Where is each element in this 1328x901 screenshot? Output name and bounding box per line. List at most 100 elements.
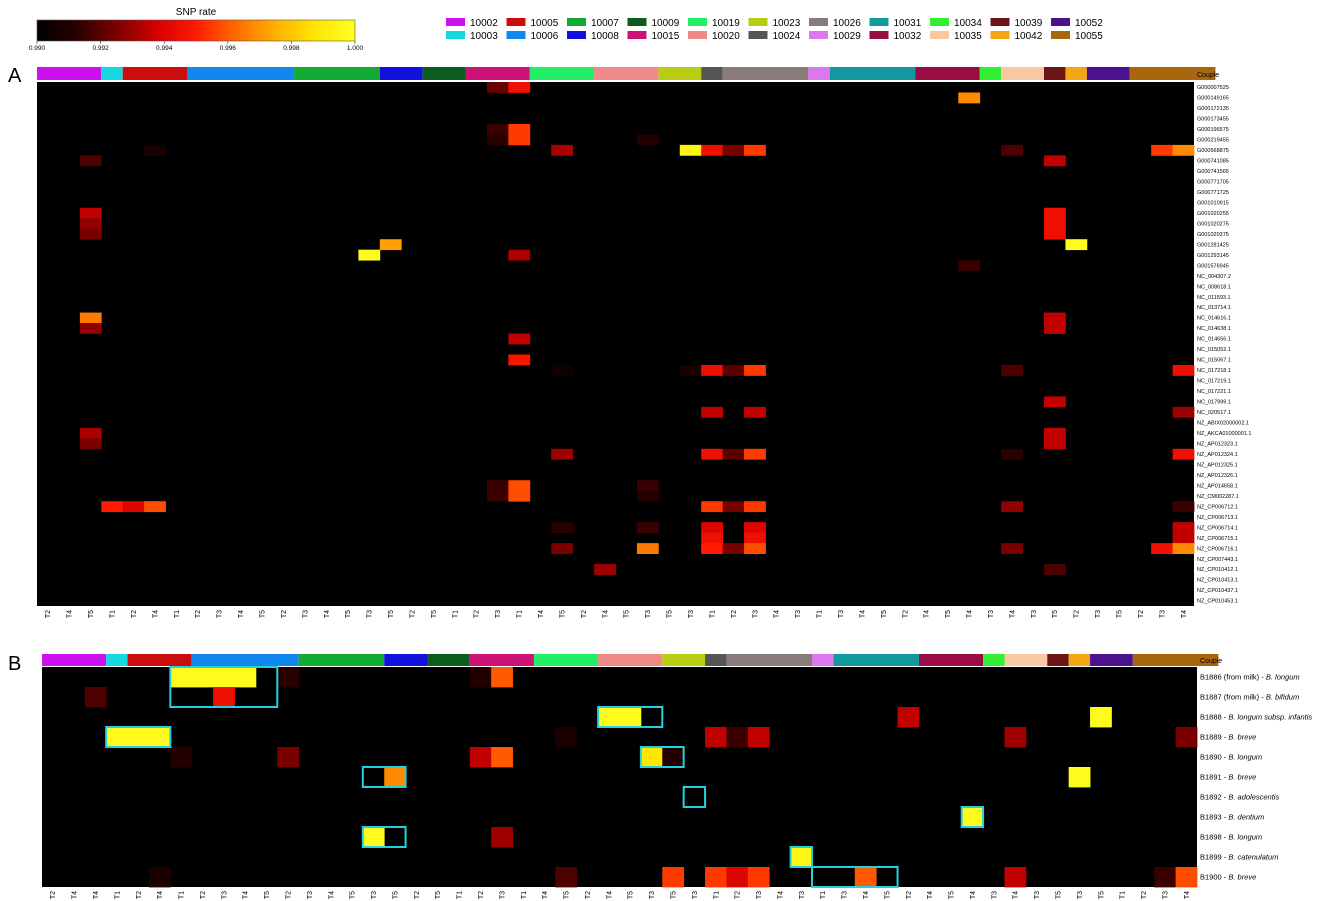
x-tick-label: T5 bbox=[628, 891, 635, 899]
row-code: B1898 - bbox=[1200, 833, 1228, 842]
y-tick-label: NZ_AP012326.1 bbox=[1197, 473, 1238, 479]
couple-annotation-bar bbox=[594, 67, 659, 80]
x-tick-label: T1 bbox=[521, 891, 528, 899]
x-tick-label: T3 bbox=[495, 610, 502, 618]
heatmap-cell bbox=[170, 667, 193, 688]
heatmap-cell bbox=[508, 333, 531, 345]
couple-annotation-bar bbox=[422, 67, 466, 80]
x-tick-label: T4 bbox=[777, 891, 784, 899]
legend-label: 10039 bbox=[1015, 18, 1043, 29]
x-tick-label: T3 bbox=[1095, 610, 1102, 618]
heatmap-background bbox=[37, 82, 1194, 606]
x-tick-label: T1 bbox=[179, 891, 186, 899]
row-species: B. adolescentis bbox=[1228, 793, 1279, 802]
y-tick-label: NZ_AP014658.1 bbox=[1197, 483, 1238, 489]
heatmap-cell bbox=[744, 448, 766, 460]
x-tick-label: T3 bbox=[1034, 891, 1041, 899]
legend-swatch bbox=[506, 31, 526, 39]
y-tick-label: NC_008618.1 bbox=[1197, 284, 1231, 290]
y-tick-label: NZ_CM002287.1 bbox=[1197, 494, 1239, 500]
x-tick-label: T4 bbox=[1009, 610, 1016, 618]
x-tick-label: T3 bbox=[302, 610, 309, 618]
x-tick-label: T4 bbox=[863, 891, 870, 899]
heatmap-cell bbox=[747, 727, 770, 748]
couple-annotation-bar bbox=[1065, 67, 1087, 80]
heatmap-cell bbox=[744, 543, 766, 554]
x-tick-label: T2 bbox=[281, 610, 288, 618]
legend-swatch bbox=[748, 18, 768, 26]
legend-label: 10024 bbox=[773, 31, 801, 42]
y-tick-label: B1887 (from milk) - B. bifidum bbox=[1200, 693, 1299, 702]
heatmap-cell bbox=[551, 543, 574, 554]
heatmap-cell bbox=[144, 501, 166, 513]
y-tick-label: B1889 - B. breve bbox=[1200, 733, 1256, 742]
legend-swatch bbox=[930, 18, 949, 26]
panel-b: B Couple T2 T4 T4 T1 T2 T4 T1 T2 T3 T4 T5 T2 T3 T4 T5 T3 T… bbox=[8, 653, 1312, 899]
x-tick-label: T5 bbox=[559, 610, 566, 618]
couple-annotation-bar bbox=[983, 654, 1005, 666]
y-tick-label: NC_017999.1 bbox=[1197, 400, 1231, 406]
x-tick-label: T3 bbox=[991, 891, 998, 899]
x-tick-label: T5 bbox=[1117, 610, 1124, 618]
legend-swatch bbox=[446, 18, 465, 26]
row-species: B. longum subsp. infantis bbox=[1228, 713, 1312, 722]
x-tick-label: T3 bbox=[217, 610, 224, 618]
x-tick-label: T2 bbox=[731, 610, 738, 618]
heatmap-cell bbox=[1001, 543, 1023, 554]
heatmap-cell bbox=[277, 667, 300, 688]
heatmap-cell bbox=[1044, 228, 1066, 240]
x-tick-label: T4 bbox=[1181, 610, 1188, 618]
y-tick-label: G001281425 bbox=[1197, 242, 1229, 248]
heatmap-cell bbox=[191, 667, 214, 688]
x-tick-label: T2 bbox=[474, 610, 481, 618]
heatmap-cell bbox=[701, 501, 724, 513]
highlight-box bbox=[361, 766, 407, 788]
x-tick-label: T4 bbox=[152, 610, 159, 618]
x-tick-label: T4 bbox=[328, 891, 335, 899]
heatmap-cell bbox=[486, 490, 509, 502]
x-tick-label: T2 bbox=[136, 891, 143, 899]
x-tick-label: T4 bbox=[924, 610, 931, 618]
couple-annotation-bar bbox=[1047, 654, 1069, 666]
heatmap-cell bbox=[640, 747, 663, 768]
heatmap-cell bbox=[1151, 144, 1173, 156]
heatmap-cell bbox=[213, 687, 235, 708]
y-tick-label: NZ_CP010437.1 bbox=[1197, 588, 1238, 594]
legend-label: 10003 bbox=[470, 31, 498, 42]
heatmap-cell bbox=[744, 406, 766, 418]
x-tick-label: T2 bbox=[735, 891, 742, 899]
y-tick-label: G001576945 bbox=[1197, 263, 1229, 269]
heatmap-cell bbox=[897, 707, 920, 728]
legend-label: 10026 bbox=[833, 18, 861, 29]
legend-swatch bbox=[567, 18, 586, 26]
colorbar-tick-label: 0.990 bbox=[29, 45, 46, 52]
legend-swatch bbox=[1051, 31, 1070, 39]
heatmap-cell bbox=[508, 123, 531, 135]
x-tick-label: T5 bbox=[259, 610, 266, 618]
heatmap-cell bbox=[1172, 522, 1195, 534]
couple-annotation-bar bbox=[598, 654, 663, 666]
legend-swatch bbox=[506, 18, 526, 26]
couple-annotation-bar bbox=[465, 67, 530, 80]
x-tick-label: T1 bbox=[452, 610, 459, 618]
heatmap-cell bbox=[1154, 867, 1177, 888]
legend-label: 10034 bbox=[954, 18, 982, 29]
heatmap-cell bbox=[705, 867, 727, 888]
legend-swatch bbox=[567, 31, 586, 39]
couple-legend: 10002 10003 10005 10006 10007 10008 10009 10015… bbox=[446, 18, 1103, 42]
couple-annotation-bar bbox=[658, 67, 702, 80]
row-species: B. breve bbox=[1228, 733, 1256, 742]
couple-annotation-label: Couple bbox=[1200, 658, 1222, 665]
y-tick-label: NC_014616.1 bbox=[1197, 316, 1231, 322]
row-code: B1888 - bbox=[1200, 713, 1228, 722]
heatmap-cell bbox=[705, 727, 727, 748]
legend-label: 10029 bbox=[833, 31, 861, 42]
heatmap-cell bbox=[1044, 396, 1066, 408]
heatmap-cell bbox=[701, 532, 724, 544]
heatmap-cell bbox=[491, 827, 513, 848]
highlight-box bbox=[169, 666, 279, 708]
heatmap-cell bbox=[790, 847, 813, 868]
heatmap-cell bbox=[1172, 144, 1195, 156]
y-tick-label: NZ_AKCA01000001.1 bbox=[1197, 431, 1251, 437]
heatmap-cell bbox=[726, 727, 749, 748]
